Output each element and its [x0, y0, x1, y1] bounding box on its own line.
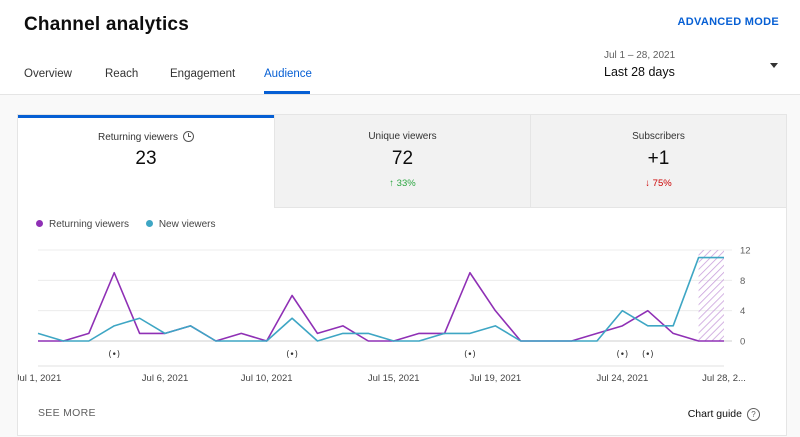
x-tick-label: Jul 15, 2021	[368, 373, 420, 384]
metric-returning-viewers[interactable]: Returning viewers 23	[18, 115, 274, 208]
live-stream-icon: (•)	[286, 350, 298, 360]
tab-overview[interactable]: Overview	[24, 68, 72, 80]
metric-value: +1	[647, 148, 670, 169]
x-tick-label: Jul 24, 2021	[596, 373, 648, 384]
tab-engagement[interactable]: Engagement	[170, 68, 236, 80]
y-tick-label: 12	[740, 246, 751, 257]
see-more-button[interactable]: SEE MORE	[38, 407, 96, 419]
date-range-label: Last 28 days	[604, 65, 675, 79]
legend-new-viewers[interactable]: New viewers	[145, 219, 216, 230]
x-tick-label: Jul 10, 2021	[241, 373, 293, 384]
live-stream-icon: (•)	[108, 350, 120, 360]
page-title: Channel analytics	[24, 14, 189, 35]
metric-delta: ↑ 33%	[389, 178, 416, 189]
legend-label: Returning viewers	[49, 219, 130, 230]
legend-label: New viewers	[158, 219, 216, 230]
metric-label-text: Returning viewers	[97, 132, 179, 143]
y-tick-label: 0	[740, 337, 745, 348]
y-tick-label: 8	[740, 276, 745, 287]
legend-returning-viewers[interactable]: Returning viewers	[36, 219, 129, 230]
live-stream-icon: (•)	[464, 350, 476, 360]
tab-audience[interactable]: Audience	[264, 68, 312, 80]
help-icon: ?	[747, 408, 760, 421]
metric-tabs: Returning viewers 23 Unique viewers 72 ↑…	[18, 115, 786, 208]
analytics-card: Returning viewers 23 Unique viewers 72 ↑…	[17, 114, 787, 436]
live-stream-icon: (•)	[642, 350, 654, 360]
header: Channel analytics ADVANCED MODE Overview…	[0, 0, 800, 95]
date-range-selector[interactable]: Jul 1 – 28, 2021 Last 28 days	[604, 50, 782, 86]
legend-dot	[145, 220, 153, 227]
metric-label: Subscribers	[632, 131, 685, 142]
x-tick-label: Jul 6, 2021	[142, 373, 188, 384]
x-tick-label: Jul 19, 2021	[469, 373, 521, 384]
chevron-down-icon	[770, 63, 778, 68]
clock-icon	[183, 131, 195, 142]
metric-delta: ↓ 75%	[645, 178, 672, 189]
live-stream-icon: (•)	[617, 350, 629, 360]
metric-value: 23	[135, 148, 157, 169]
metric-unique-viewers[interactable]: Unique viewers 72 ↑ 33%	[275, 115, 530, 208]
incomplete-data-region	[698, 250, 724, 341]
line-chart: 0 4 8 12 (•) (•) (•) (•) (•) Jul 1, 2021 Jul 6, 20…	[18, 246, 751, 385]
chart-guide-label: Chart guide	[687, 408, 742, 420]
series-line-new-viewers	[37, 256, 724, 342]
selected-metric-indicator	[18, 115, 274, 118]
chart-guide-link[interactable]: Chart guide?	[688, 408, 760, 421]
chart-legend: Returning viewers New viewers	[36, 219, 230, 230]
date-range-dates: Jul 1 – 28, 2021	[604, 50, 676, 61]
x-tick-label: Jul 28, 2...	[702, 373, 746, 384]
y-tick-label: 4	[740, 306, 745, 317]
x-tick-label: Jul 1, 2021	[18, 373, 61, 384]
series-line-returning-viewers	[38, 271, 724, 342]
active-tab-indicator	[264, 91, 310, 94]
legend-dot	[36, 220, 43, 227]
advanced-mode-button[interactable]: ADVANCED MODE	[677, 16, 779, 28]
metric-label: Returning viewers	[18, 131, 274, 143]
metric-subscribers[interactable]: Subscribers +1 ↓ 75%	[531, 115, 786, 208]
metric-label: Unique viewers	[368, 131, 437, 142]
tab-reach[interactable]: Reach	[105, 68, 139, 80]
metric-value: 72	[391, 148, 414, 169]
divider	[530, 115, 531, 208]
divider	[274, 115, 275, 208]
